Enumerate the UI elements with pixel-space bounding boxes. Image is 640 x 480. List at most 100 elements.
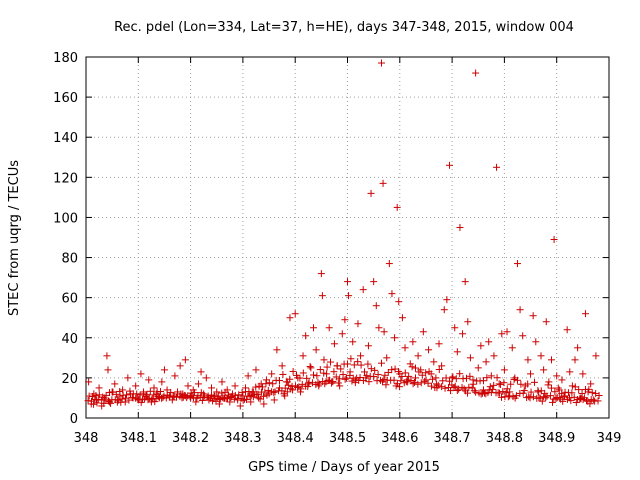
data-point xyxy=(519,332,527,340)
data-point xyxy=(415,368,423,376)
data-point xyxy=(551,388,559,396)
data-point xyxy=(549,398,557,406)
data-point xyxy=(472,388,480,396)
data-point xyxy=(394,368,402,376)
data-point xyxy=(279,370,287,378)
data-point xyxy=(329,378,337,386)
data-point xyxy=(316,366,324,374)
data-point xyxy=(566,368,574,376)
x-tick-label: 348.3 xyxy=(224,431,261,446)
x-axis-label: GPS time / Days of year 2015 xyxy=(248,460,440,475)
data-point xyxy=(388,290,396,298)
data-point xyxy=(572,399,580,407)
data-point xyxy=(401,344,409,352)
data-point xyxy=(379,179,387,187)
data-point xyxy=(145,376,153,384)
data-point xyxy=(197,368,205,376)
data-point xyxy=(298,380,306,388)
data-point xyxy=(401,369,409,377)
data-point xyxy=(197,389,205,397)
data-point xyxy=(526,394,534,402)
data-point xyxy=(502,389,510,397)
data-point xyxy=(594,397,602,405)
data-point xyxy=(118,395,126,403)
y-tick-label: 100 xyxy=(53,211,78,226)
data-point xyxy=(427,382,435,390)
data-point xyxy=(432,380,440,388)
data-point xyxy=(503,385,511,393)
data-point xyxy=(586,400,594,408)
data-point xyxy=(421,377,429,385)
data-point xyxy=(425,368,433,376)
data-point xyxy=(158,378,166,386)
data-point xyxy=(503,328,511,336)
data-point xyxy=(302,332,310,340)
data-point xyxy=(571,356,579,364)
data-point xyxy=(239,396,247,404)
data-point xyxy=(438,383,446,391)
data-point xyxy=(568,389,576,397)
y-tick-label: 20 xyxy=(61,372,78,387)
data-point xyxy=(119,386,127,394)
data-point xyxy=(347,355,355,363)
data-point xyxy=(252,383,260,391)
data-point xyxy=(133,390,141,398)
data-point xyxy=(354,320,362,328)
data-point xyxy=(192,398,200,406)
data-point xyxy=(532,338,540,346)
data-point xyxy=(411,364,419,372)
data-point xyxy=(357,352,365,360)
data-point xyxy=(513,260,521,268)
data-point xyxy=(524,380,532,388)
data-point xyxy=(474,364,482,372)
data-point xyxy=(481,389,489,397)
data-point xyxy=(425,346,433,354)
data-point xyxy=(563,326,571,334)
data-point xyxy=(432,374,440,382)
data-point xyxy=(271,388,279,396)
data-point xyxy=(330,340,338,348)
data-point xyxy=(147,396,155,404)
data-point xyxy=(310,324,318,332)
data-point xyxy=(339,371,347,379)
data-point xyxy=(442,374,450,382)
data-point xyxy=(500,379,508,387)
data-point xyxy=(367,189,375,197)
data-point xyxy=(453,348,461,356)
data-point xyxy=(547,356,555,364)
data-point xyxy=(94,395,102,403)
data-point xyxy=(337,365,345,373)
data-point xyxy=(104,366,112,374)
y-tick-label: 180 xyxy=(53,51,78,66)
data-point xyxy=(101,396,109,404)
data-point xyxy=(422,369,430,377)
data-point xyxy=(262,380,270,388)
data-point xyxy=(255,382,263,390)
data-point xyxy=(365,378,373,386)
data-point xyxy=(592,352,600,360)
data-point xyxy=(380,376,388,384)
data-point xyxy=(451,382,459,390)
data-point xyxy=(553,372,561,380)
data-point xyxy=(330,368,338,376)
data-point xyxy=(299,352,307,360)
data-point xyxy=(409,380,417,388)
data-point xyxy=(555,394,563,402)
data-point xyxy=(559,397,567,405)
data-point xyxy=(172,393,180,401)
data-point xyxy=(230,395,238,403)
data-point xyxy=(383,354,391,362)
data-point xyxy=(405,372,413,380)
data-point xyxy=(238,388,246,396)
data-point xyxy=(595,391,603,399)
data-point xyxy=(176,362,184,370)
data-point xyxy=(398,373,406,381)
data-point xyxy=(103,352,111,360)
data-point xyxy=(363,372,371,380)
data-point xyxy=(587,380,595,388)
data-point xyxy=(546,392,554,400)
x-tick-label: 348.7 xyxy=(433,431,470,446)
data-point xyxy=(219,394,227,402)
data-point xyxy=(231,382,239,390)
data-point xyxy=(588,389,596,397)
